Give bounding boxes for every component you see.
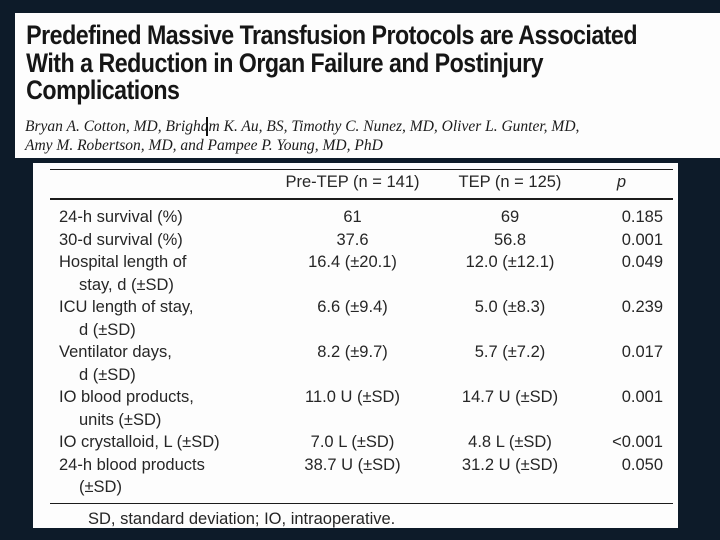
value-p: 0.017 xyxy=(621,343,663,361)
row-label: Hospital length of stay, d (±SD) xyxy=(59,253,187,294)
paper-authors: Bryan A. Cotton, MD, Brigham K. Au, BS, … xyxy=(25,117,720,155)
row-label: ICU length of stay, d (±SD) xyxy=(59,298,194,339)
col-header-p: p xyxy=(570,169,673,200)
table-row: 30-d survival (%) 37.6 56.8 0.001 xyxy=(50,229,673,252)
row-label: Ventilator days, d (±SD) xyxy=(59,343,172,384)
col-header-tep: TEP (n = 125) xyxy=(450,169,570,200)
value-tep: 12.0 (±12.1) xyxy=(465,253,555,271)
table-row: IO blood products, units (±SD) 11.0 U (±… xyxy=(50,386,673,431)
row-label: 30-d survival (%) xyxy=(59,230,183,249)
table-row: Hospital length of stay, d (±SD) 16.4 (±… xyxy=(50,251,673,296)
table-row: 24-h blood products (±SD) 38.7 U (±SD) 3… xyxy=(50,454,673,504)
value-tep: 4.8 L (±SD) xyxy=(468,433,552,451)
table-row: IO crystalloid, L (±SD) 7.0 L (±SD) 4.8 … xyxy=(50,431,673,454)
value-p: 0.185 xyxy=(621,208,663,226)
value-tep: 31.2 U (±SD) xyxy=(461,455,559,474)
table-footnote: SD, standard deviation; IO, intraoperati… xyxy=(88,509,396,528)
value-p: 0.239 xyxy=(621,298,663,316)
value-pre-tep: 11.0 U (±SD) xyxy=(305,388,400,406)
paper-authors-line: Amy M. Robertson, MD, and Pampee P. Youn… xyxy=(25,136,383,154)
paper-title-line: With a Reduction in Organ Failure and Po… xyxy=(26,47,544,78)
value-pre-tep: 7.0 L (±SD) xyxy=(310,433,395,451)
row-label: IO crystalloid, L (±SD) xyxy=(59,433,220,451)
value-tep: 56.8 xyxy=(493,230,527,249)
paper-title-block: Predefined Massive Transfusion Protocols… xyxy=(15,13,720,158)
value-tep: 69 xyxy=(500,208,520,226)
row-label: 24-h blood products (±SD) xyxy=(59,455,205,497)
value-p: 0.001 xyxy=(621,230,663,249)
value-pre-tep: 6.6 (±9.4) xyxy=(317,298,388,316)
value-p: 0.001 xyxy=(621,388,663,406)
paper-title-line: Predefined Massive Transfusion Protocols… xyxy=(26,20,638,50)
value-tep: 5.7 (±7.2) xyxy=(474,343,546,361)
table-row: ICU length of stay, d (±SD) 6.6 (±9.4) 5… xyxy=(50,296,673,341)
table-header-row: Pre-TEP (n = 141) TEP (n = 125) p xyxy=(50,169,673,200)
col-header-blank xyxy=(50,169,255,200)
value-pre-tep: 61 xyxy=(343,208,362,226)
paper-authors-line: Bryan A. Cotton, MD, Brigham K. Au, BS, … xyxy=(25,117,580,135)
value-tep: 14.7 U (±SD) xyxy=(461,388,559,406)
text-cursor xyxy=(206,117,208,136)
value-pre-tep: 16.4 (±20.1) xyxy=(308,253,397,271)
value-pre-tep: 8.2 (±9.7) xyxy=(317,343,388,361)
value-pre-tep: 37.6 xyxy=(336,230,369,249)
value-p: <0.001 xyxy=(612,433,663,451)
value-p: 0.050 xyxy=(621,455,663,474)
table-row: 24-h survival (%) 61 69 0.185 xyxy=(50,199,673,229)
paper-title: Predefined Massive Transfusion Protocols… xyxy=(15,13,638,105)
results-table-card: Pre-TEP (n = 141) TEP (n = 125) p 24-h s… xyxy=(33,163,678,528)
value-p: 0.049 xyxy=(621,253,663,271)
paper-title-line: Complications xyxy=(26,75,180,105)
col-header-pre-tep: Pre-TEP (n = 141) xyxy=(255,169,450,200)
row-label: IO blood products, units (±SD) xyxy=(59,388,194,429)
table-row: Ventilator days, d (±SD) 8.2 (±9.7) 5.7 … xyxy=(50,341,673,386)
results-table: Pre-TEP (n = 141) TEP (n = 125) p 24-h s… xyxy=(50,169,673,504)
row-label: 24-h survival (%) xyxy=(59,208,183,226)
value-pre-tep: 38.7 U (±SD) xyxy=(304,455,401,474)
value-tep: 5.0 (±8.3) xyxy=(474,298,546,316)
